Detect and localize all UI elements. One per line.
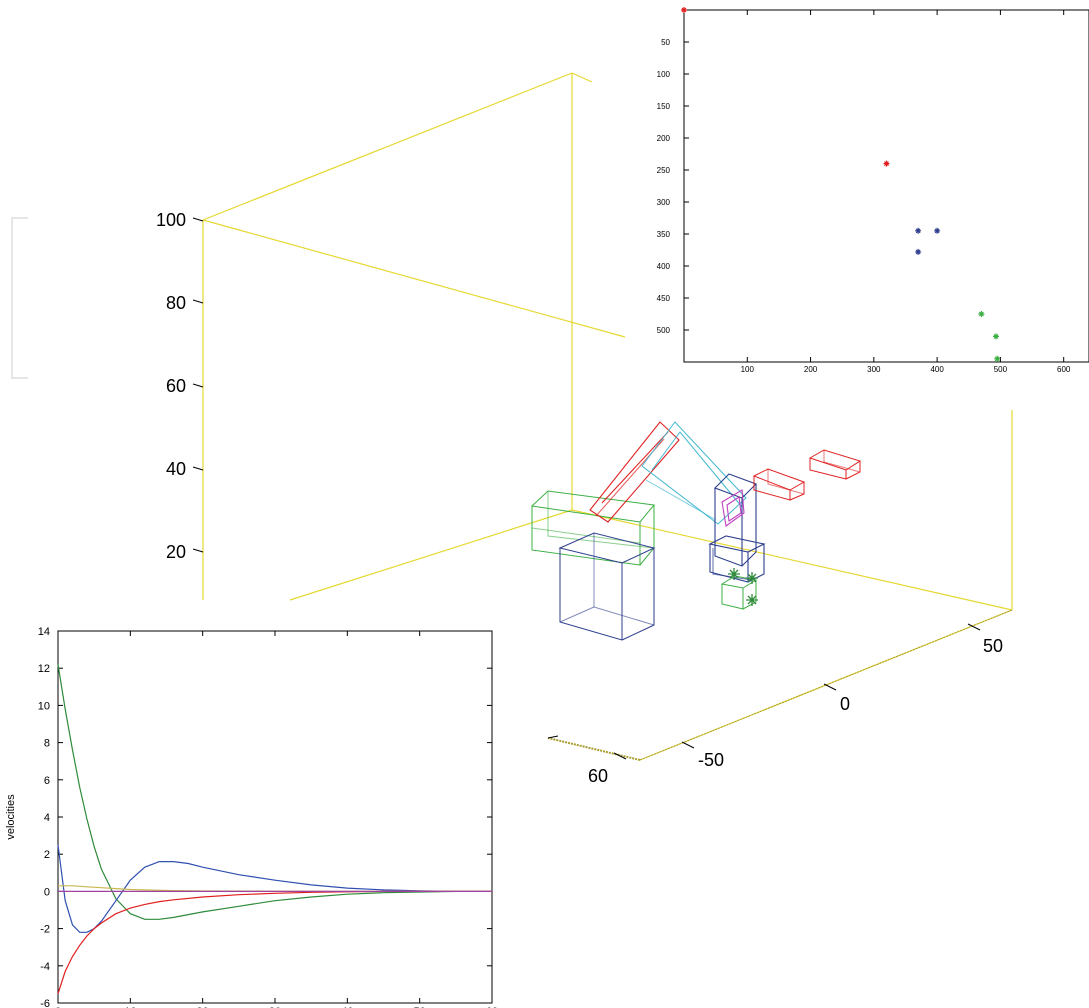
vel-y-tick-label: -2 — [40, 924, 50, 936]
vel-y-tick-label: 8 — [44, 738, 50, 750]
image-plane-y-tick-label: 200 — [657, 134, 671, 143]
z-tick-20: 20 — [166, 542, 186, 562]
image-plane-x-tick-label: 600 — [1057, 365, 1071, 374]
image-plane-y-tick-label: 50 — [661, 38, 670, 47]
ground-tick-0: 0 — [840, 694, 850, 714]
vel-y-tick-label: 10 — [38, 700, 50, 712]
cyan-arm-link — [642, 422, 746, 524]
image-plane-y-tick-label: 450 — [657, 294, 671, 303]
ground-ticks — [548, 624, 980, 759]
ground-tick-minus50: -50 — [698, 750, 724, 770]
magenta-gripper — [722, 490, 744, 526]
z-tick-100: 100 — [156, 210, 186, 230]
vel-y-tick-label: -4 — [40, 961, 50, 973]
image-plane-x-tick-label: 100 — [741, 365, 755, 374]
vel-y-tick-label: -6 — [40, 998, 50, 1008]
vel-y-tick-label: 6 — [44, 775, 50, 787]
image-plane-y-tick-label: 250 — [657, 166, 671, 175]
image-plane-y-tick-label: 300 — [657, 198, 671, 207]
velocities-plot: 010203040506014121086420-2-4-6iterationv… — [5, 626, 498, 1008]
velocities-y-axis-label: velocities — [5, 794, 17, 840]
left-bracket — [12, 218, 28, 378]
velocities-chart: 010203040506014121086420-2-4-6iterationv… — [0, 620, 500, 1008]
image-plane-background — [684, 10, 1089, 362]
image-plane-x-tick-label: 400 — [930, 365, 944, 374]
image-plane-x-tick-label: 300 — [867, 365, 881, 374]
vel-y-tick-label: 2 — [44, 849, 50, 861]
red-box-small-2 — [810, 450, 860, 479]
image-plane-y-tick-label: 100 — [657, 70, 671, 79]
image-plane-x-tick-label: 500 — [994, 365, 1008, 374]
z-tick-80: 80 — [166, 293, 186, 313]
z-tick-40: 40 — [166, 459, 186, 479]
vel-y-tick-label: 14 — [38, 626, 50, 638]
vel-y-tick-label: 0 — [44, 886, 50, 898]
image-plane-y-tick-label: 350 — [657, 230, 671, 239]
velocities-frame — [58, 631, 492, 1003]
ground-tick-50: 50 — [983, 636, 1003, 656]
green-box-top — [532, 491, 654, 565]
image-plane-y-tick-label: 150 — [657, 102, 671, 111]
z-tick-60: 60 — [166, 376, 186, 396]
image-plane-chart: 100 200 300 400 500 600 50 100 150 200 250 300 350 40… — [657, 7, 1089, 374]
image-plane-y-tick-label: 400 — [657, 262, 671, 271]
z-axis-ticks — [193, 218, 203, 552]
image-plane-x-tick-label: 200 — [804, 365, 818, 374]
red-box-small-1 — [754, 469, 804, 500]
ground-tick-60: 60 — [588, 766, 608, 786]
vel-y-tick-label: 4 — [44, 812, 50, 824]
image-plane-y-tick-label: 500 — [657, 326, 671, 335]
vel-y-tick-label: 12 — [38, 663, 50, 675]
red-arm-link — [590, 422, 679, 522]
